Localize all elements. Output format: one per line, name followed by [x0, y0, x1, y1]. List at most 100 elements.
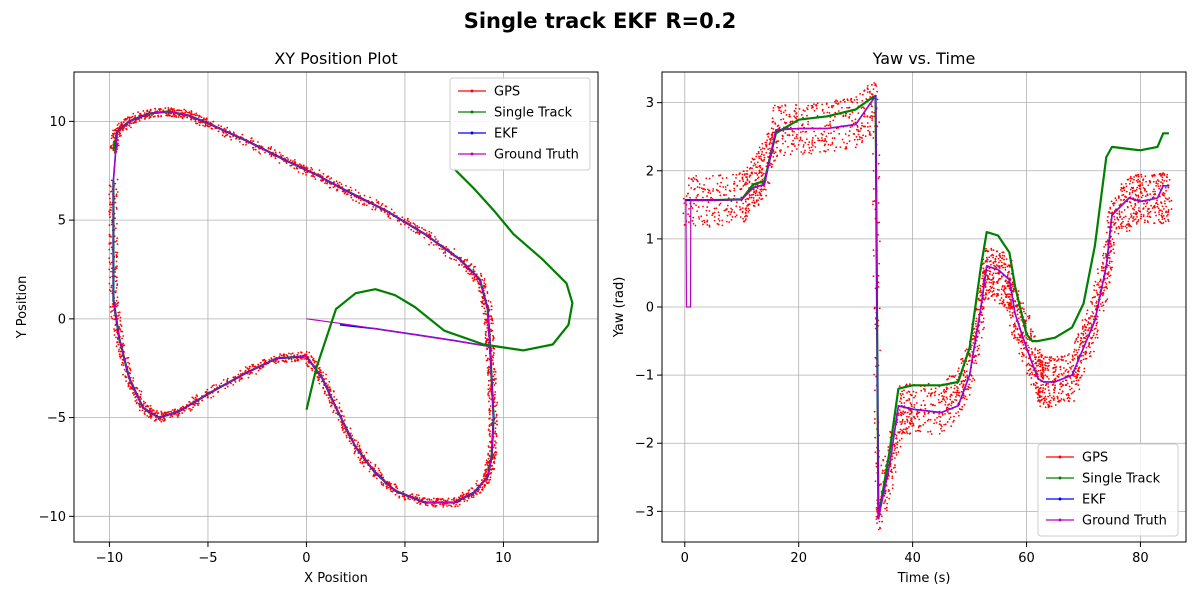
gps-point [446, 499, 449, 502]
gps-point [1056, 356, 1059, 358]
gps-point [491, 339, 494, 342]
gps-point [718, 219, 721, 222]
gps-point [829, 123, 831, 126]
gps-point [1017, 333, 1020, 336]
gps-point [973, 355, 976, 358]
gps-point [332, 181, 335, 183]
gps-point [1032, 383, 1035, 386]
gps-point [787, 145, 789, 148]
gps-point [727, 210, 730, 213]
gps-point [1037, 369, 1040, 372]
gps-point [357, 191, 360, 194]
gps-point [1041, 372, 1044, 375]
gps-point [874, 356, 877, 359]
gps-point [1054, 386, 1056, 389]
gps-point [962, 383, 965, 386]
gps-point [488, 432, 491, 435]
gps-point [1003, 304, 1006, 307]
gps-point [394, 493, 397, 496]
gps-point [690, 187, 693, 189]
gps-point [341, 429, 344, 431]
gps-point [946, 421, 949, 423]
gps-point [487, 379, 490, 382]
gps-point [907, 426, 910, 428]
gps-point [110, 252, 113, 255]
gps-point [113, 318, 116, 321]
gps-point [933, 394, 936, 397]
gps-point [361, 462, 364, 465]
gps-point [250, 137, 253, 139]
gps-point [1047, 395, 1050, 398]
gps-point [494, 430, 497, 433]
gps-point [299, 357, 302, 360]
gps-point [872, 130, 875, 133]
gps-point [896, 443, 899, 446]
gps-point [1020, 339, 1023, 342]
gps-point [793, 145, 796, 147]
gps-point [1012, 288, 1015, 291]
gps-point [247, 368, 250, 371]
gps-point [1022, 343, 1025, 346]
gps-point [448, 504, 450, 507]
gps-point [940, 400, 943, 403]
gps-point [896, 441, 899, 444]
gps-point [721, 219, 724, 222]
gps-point [1086, 309, 1089, 312]
gps-point [122, 362, 125, 365]
gps-point [474, 265, 476, 268]
gps-point [186, 111, 189, 114]
gps-point [876, 522, 878, 525]
gps-point [823, 140, 826, 143]
gps-point [1039, 391, 1042, 394]
gps-point [201, 399, 203, 402]
gps-point [874, 83, 877, 86]
gps-point [484, 334, 487, 337]
gps-point [873, 410, 876, 413]
gps-point [485, 318, 488, 321]
gps-point [1077, 384, 1080, 386]
gps-point [958, 394, 961, 397]
gps-point [785, 114, 788, 116]
gps-point [481, 278, 484, 281]
gps-point [1008, 324, 1011, 327]
gps-point [879, 526, 881, 529]
gps-point [484, 474, 486, 477]
gps-point [119, 134, 122, 137]
gps-point [138, 404, 141, 407]
gps-point [877, 274, 880, 277]
gps-point [841, 138, 844, 141]
gps-point [928, 411, 930, 414]
gps-point [890, 468, 893, 471]
gps-point [109, 276, 112, 279]
gps-point [966, 388, 969, 390]
gps-point [362, 465, 365, 468]
gps-point [966, 363, 969, 366]
gps-point [152, 409, 154, 411]
gps-point [951, 394, 953, 397]
gps-point [1037, 386, 1039, 388]
gps-point [831, 106, 834, 109]
gps-point [1053, 397, 1056, 400]
gps-point [911, 422, 914, 425]
gps-point [350, 194, 352, 197]
gps-point [735, 201, 738, 204]
gps-point [287, 158, 289, 161]
gps-point [122, 344, 125, 347]
gps-point [1020, 335, 1022, 337]
gps-point [751, 201, 754, 204]
gps-point [1040, 384, 1043, 387]
gps-point [948, 418, 951, 421]
gps-point [818, 139, 821, 142]
gps-point [831, 141, 834, 144]
gps-point [368, 470, 371, 473]
gps-point [755, 189, 758, 192]
gps-point [117, 122, 120, 125]
gps-point [976, 345, 979, 348]
gps-point [944, 413, 946, 415]
gps-point [113, 132, 116, 135]
gps-point [220, 382, 223, 385]
gps-point [418, 226, 421, 229]
gps-point [726, 214, 729, 217]
gps-point [359, 199, 362, 202]
gps-point [1007, 280, 1009, 283]
